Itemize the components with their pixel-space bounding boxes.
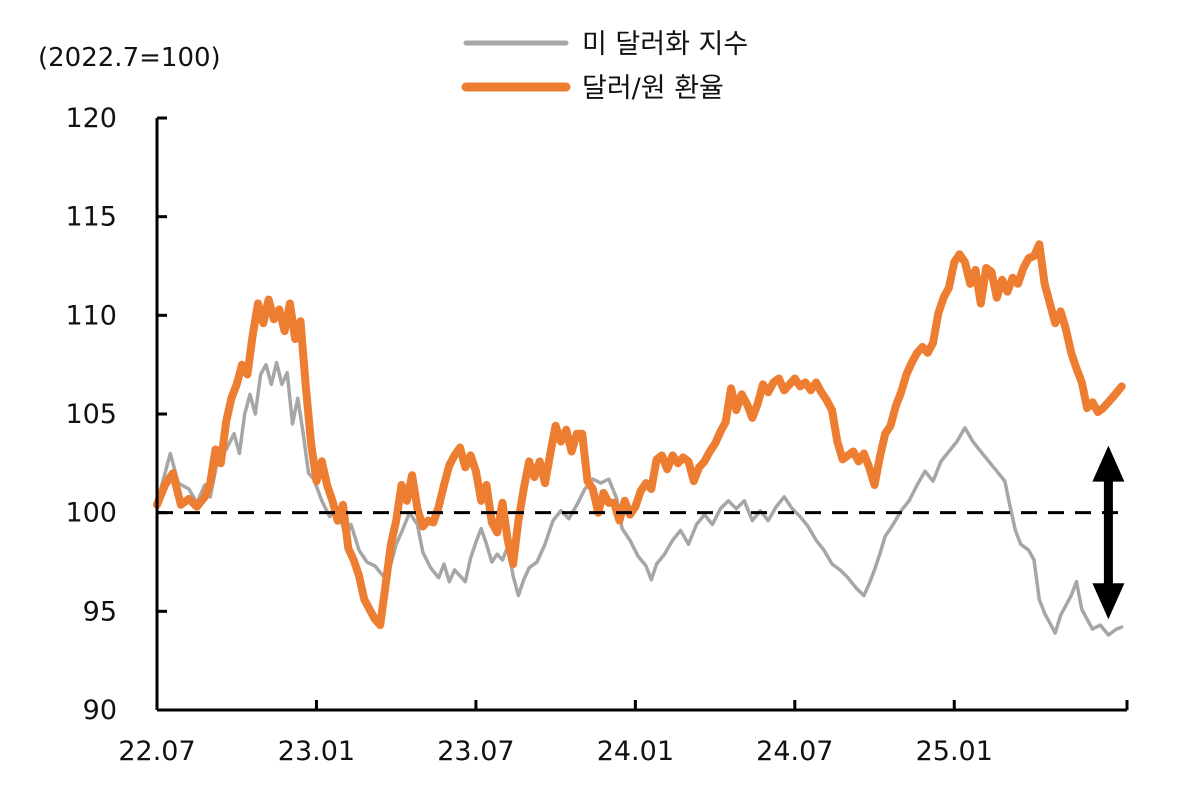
- unit-label: (2022.7=100): [38, 43, 221, 73]
- y-tick-label-120: 120: [65, 103, 117, 134]
- y-tick-label-115: 115: [65, 202, 117, 233]
- x-axis-ticks: [155, 700, 1129, 710]
- x-axis-tick-labels: 22.07 23.01 23.07 24.01 24.07 25.01: [118, 736, 993, 767]
- legend-label-dollar-index: 미 달러화 지수: [582, 29, 748, 60]
- y-axis-ticks: [157, 116, 167, 712]
- y-tick-label-100: 100: [65, 498, 117, 529]
- y-axis-tick-labels: 90 95 100 105 110 115 120: [65, 103, 117, 726]
- arrow-head-up: [1092, 445, 1125, 482]
- y-tick-label-105: 105: [65, 399, 117, 430]
- x-tick-label-23.01: 23.01: [278, 736, 355, 767]
- y-tick-label-90: 90: [83, 695, 117, 726]
- x-tick-label-22.07: 22.07: [118, 736, 195, 767]
- legend-label-krw-rate: 달러/원 환율: [582, 73, 724, 104]
- y-tick-label-95: 95: [83, 596, 117, 627]
- arrow-head-down: [1092, 583, 1125, 620]
- series-krw-rate-line: [153, 240, 1126, 630]
- series-layer: [153, 240, 1126, 637]
- x-tick-label-23.07: 23.07: [437, 736, 514, 767]
- x-tick-label-24.01: 24.01: [597, 736, 674, 767]
- x-tick-label-25.01: 25.01: [916, 736, 993, 767]
- legend: 미 달러화 지수 달러/원 환율: [461, 29, 748, 104]
- x-tick-label-24.07: 24.07: [756, 736, 833, 767]
- y-tick-label-110: 110: [65, 300, 117, 331]
- gap-double-arrow: [1092, 445, 1125, 620]
- axes: [155, 116, 1129, 712]
